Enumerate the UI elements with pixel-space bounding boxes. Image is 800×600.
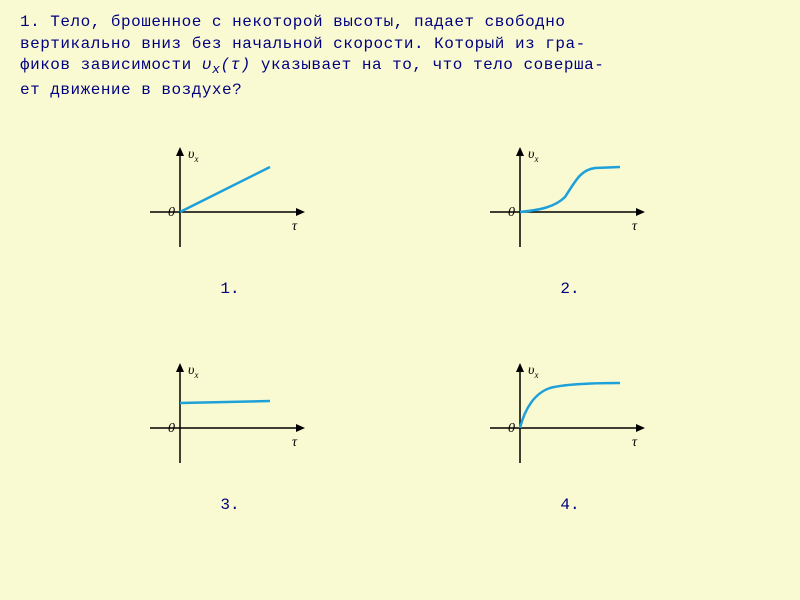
chart-2-label: 2. xyxy=(560,280,579,298)
origin-label: 0 xyxy=(168,205,175,220)
chart-1-curve xyxy=(180,167,270,212)
charts-grid: 0 υx τ 1. 0 υx τ 2. 0 υx τ 3. xyxy=(20,142,780,514)
q-vx: υ xyxy=(202,56,212,74)
origin-label: 0 xyxy=(168,421,175,436)
chart-4-curve xyxy=(520,383,620,428)
chart-2: 0 υx τ 2. xyxy=(420,142,720,298)
q-line4: ет движение в воздухе? xyxy=(20,81,242,99)
chart-3: 0 υx τ 3. xyxy=(80,358,380,514)
chart-3-curve xyxy=(180,401,270,403)
x-axis-label: τ xyxy=(292,435,298,450)
y-axis-label: υx xyxy=(528,363,538,380)
chart-2-curve xyxy=(520,167,620,212)
q-line3a: фиков зависимости xyxy=(20,56,202,74)
y-axis-label: υx xyxy=(188,147,198,164)
y-axis-arrow-icon xyxy=(176,363,184,372)
chart-4-label: 4. xyxy=(560,496,579,514)
chart-2-svg: 0 υx τ xyxy=(480,142,660,262)
origin-label: 0 xyxy=(508,205,515,220)
y-axis-label: υx xyxy=(188,363,198,380)
x-axis-arrow-icon xyxy=(296,424,305,432)
y-axis-arrow-icon xyxy=(176,147,184,156)
x-axis-arrow-icon xyxy=(636,208,645,216)
chart-3-label: 3. xyxy=(220,496,239,514)
x-axis-label: τ xyxy=(632,435,638,450)
y-axis-label: υx xyxy=(528,147,538,164)
chart-1: 0 υx τ 1. xyxy=(80,142,380,298)
chart-3-svg: 0 υx τ xyxy=(140,358,320,478)
y-axis-arrow-icon xyxy=(516,363,524,372)
chart-4-svg: 0 υx τ xyxy=(480,358,660,478)
chart-1-svg: 0 υx τ xyxy=(140,142,320,262)
y-axis-arrow-icon xyxy=(516,147,524,156)
question-text: 1. Тело, брошенное с некоторой высоты, п… xyxy=(20,12,780,102)
q-line3b: указывает на то, что тело соверша- xyxy=(251,56,605,74)
chart-4: 0 υx τ 4. xyxy=(420,358,720,514)
chart-1-label: 1. xyxy=(220,280,239,298)
origin-label: 0 xyxy=(508,421,515,436)
q-line1: 1. Тело, брошенное с некоторой высоты, п… xyxy=(20,13,565,31)
x-axis-label: τ xyxy=(632,219,638,234)
x-axis-arrow-icon xyxy=(636,424,645,432)
x-axis-arrow-icon xyxy=(296,208,305,216)
q-line2: вертикально вниз без начальной скорости.… xyxy=(20,35,586,53)
q-tau: (τ) xyxy=(220,56,250,74)
x-axis-label: τ xyxy=(292,219,298,234)
